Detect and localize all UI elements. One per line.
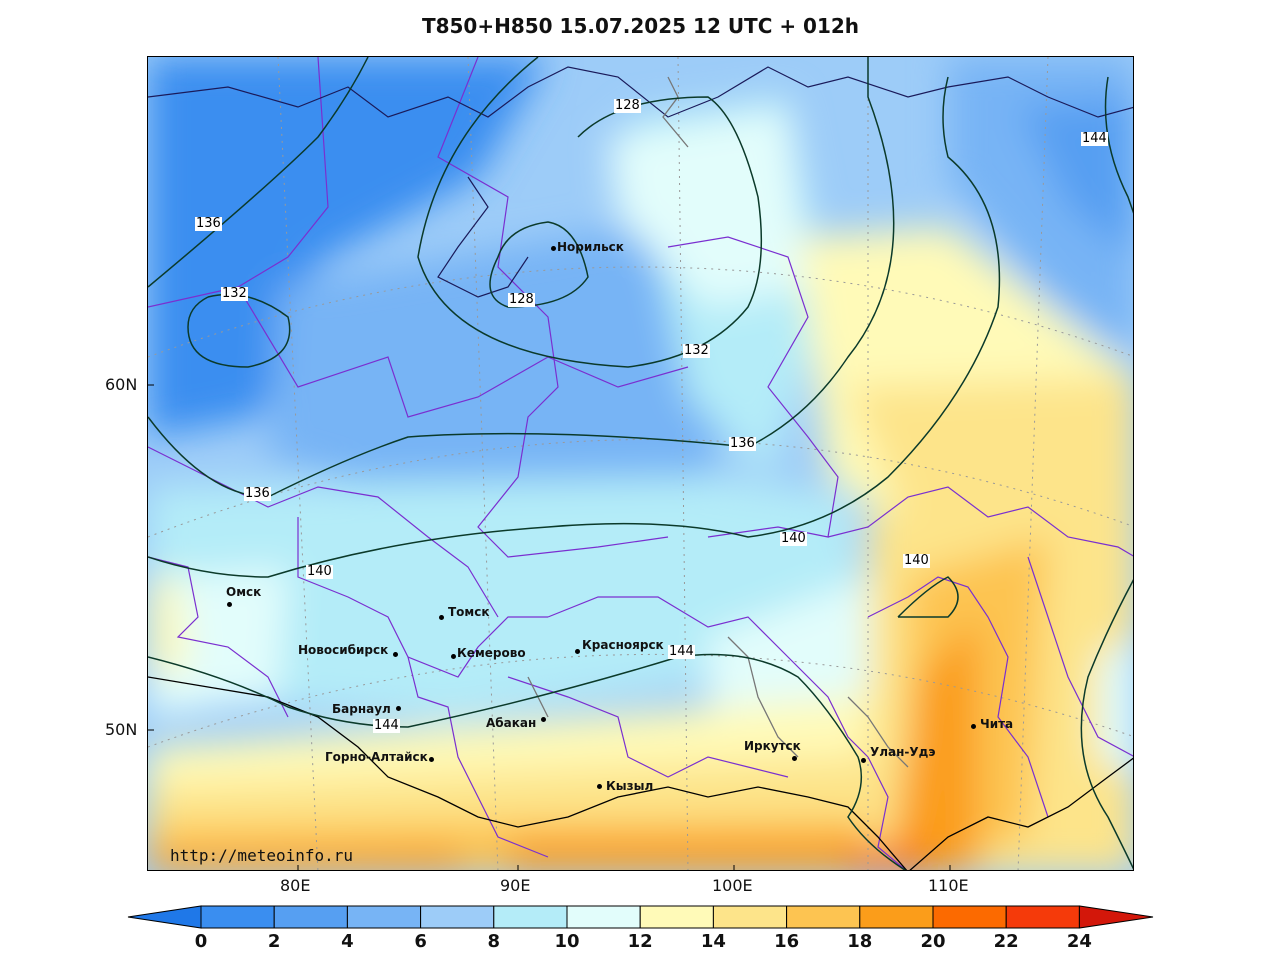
contour-label: 136 [244, 486, 271, 501]
colorbar-segment [932, 905, 1007, 929]
colorbar-tick-label: 22 [993, 931, 1019, 952]
lon-label-100e: 100E [712, 876, 753, 895]
colorbar-tick-label: 4 [341, 931, 354, 952]
city-marker [439, 615, 444, 620]
colorbar-tick-label: 8 [487, 931, 501, 952]
city-marker [575, 649, 580, 654]
colorbar-segment [639, 905, 714, 929]
contour-label: 140 [903, 553, 930, 568]
region-borders [148, 57, 1133, 870]
city-label-irkutsk: Иркутск [744, 739, 801, 753]
colorbar-tick-label: 2 [267, 931, 281, 952]
colorbar-over-triangle [1078, 905, 1154, 929]
contour-label: 140 [306, 564, 333, 579]
city-marker [393, 652, 398, 657]
city-marker [792, 756, 797, 761]
lat-label-60n: 60N [105, 375, 138, 394]
city-marker [541, 717, 546, 722]
temperature-field [148, 57, 1133, 870]
colorbar-tick-label: 10 [554, 931, 580, 952]
colorbar-segment [346, 905, 422, 929]
contour-label: 136 [195, 216, 222, 231]
colorbar [127, 905, 1154, 929]
colorbar-segment [493, 905, 568, 929]
colorbar-tick-label: 18 [847, 931, 873, 952]
city-marker [396, 706, 401, 711]
colorbar-tick-label: 14 [700, 931, 726, 952]
lon-label-90e: 90E [500, 876, 531, 895]
city-label-krasnoyarsk: Красноярск [582, 638, 664, 652]
colorbar-segment [786, 905, 861, 929]
contour-label: 132 [683, 343, 710, 358]
colorbar-segment [566, 905, 641, 929]
city-label-norilsk: Норильск [557, 240, 624, 254]
map-panel [147, 56, 1134, 871]
city-label-ulan-ude: Улан-Удэ [870, 745, 936, 759]
contour-label: 144 [1081, 131, 1108, 146]
contour-label: 144 [373, 718, 400, 733]
colorbar-segment [1005, 905, 1080, 929]
lon-label-110e: 110E [928, 876, 969, 895]
colorbar-tick-label: 12 [627, 931, 653, 952]
city-marker [451, 654, 456, 659]
city-label-barnaul: Барнаул [332, 702, 391, 716]
lat-label-50n: 50N [105, 720, 138, 739]
city-label-gorno-altaysk: Горно-Алтайск [325, 750, 428, 764]
colorbar-tick-label: 24 [1066, 931, 1092, 952]
city-label-novosibirsk: Новосибирск [298, 643, 389, 657]
city-marker [429, 757, 434, 762]
city-label-tomsk: Томск [448, 605, 490, 619]
colorbar-segment [420, 905, 495, 929]
contour-label: 128 [614, 98, 641, 113]
city-marker [551, 246, 556, 251]
graticule [148, 57, 1133, 870]
colorbar-tick-label: 20 [920, 931, 946, 952]
colorbar-segment [273, 905, 348, 929]
colorbar-segment [859, 905, 934, 929]
colorbar-segment [712, 905, 788, 929]
contour-label: 144 [668, 644, 695, 659]
contour-label: 132 [221, 286, 248, 301]
colorbar-under-triangle [127, 905, 202, 929]
colorbar-segment [200, 905, 275, 929]
city-marker [861, 758, 866, 763]
colorbar-tick-label: 6 [414, 931, 427, 952]
axis-ticks [148, 384, 951, 870]
contour-label: 140 [780, 531, 807, 546]
city-label-kyzyl: Кызыл [606, 779, 654, 793]
city-label-omsk: Омск [226, 585, 262, 599]
contour-label: 136 [729, 436, 756, 451]
city-marker [227, 602, 232, 607]
city-label-abakan: Абакан [486, 716, 537, 730]
source-watermark: http://meteoinfo.ru [170, 846, 354, 865]
lon-label-80e: 80E [280, 876, 311, 895]
city-marker [971, 724, 976, 729]
chart-title: T850+H850 15.07.2025 12 UTC + 012h [421, 14, 860, 38]
contour-label: 128 [508, 292, 535, 307]
city-marker [597, 784, 602, 789]
city-label-chita: Чита [980, 717, 1014, 731]
colorbar-tick-label: 16 [774, 931, 800, 952]
city-label-kemerovo: Кемерово [457, 646, 526, 660]
colorbar-tick-label: 0 [194, 931, 208, 952]
